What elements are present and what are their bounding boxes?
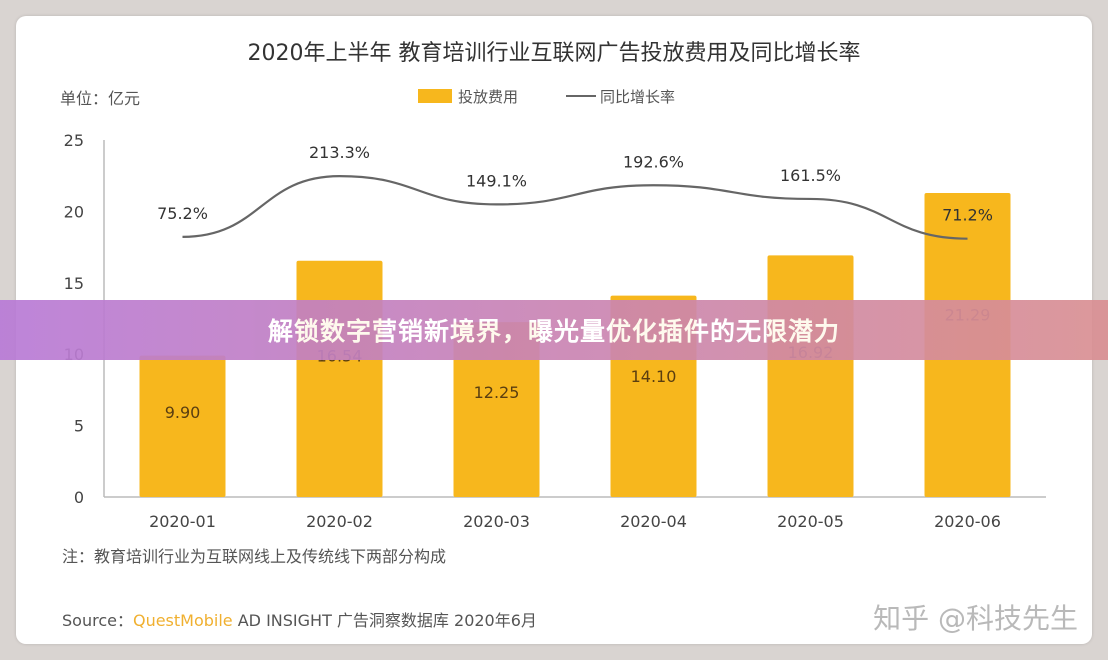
watermark-credit: 知乎 @科技先生 [873, 602, 1078, 635]
growth-rate-label: 161.5% [780, 166, 841, 185]
x-tick-label: 2020-06 [934, 512, 1001, 531]
growth-rate-line [182, 175, 968, 240]
source-rest: AD INSIGHT 广告洞察数据库 2020年6月 [232, 611, 537, 630]
source-line: Source：QuestMobile AD INSIGHT 广告洞察数据库 20… [62, 607, 537, 631]
growth-rate-label: 75.2% [157, 204, 208, 223]
footnote: 注：教育培训行业为互联网线上及传统线下两部分构成 [62, 547, 447, 566]
growth-rate-label: 213.3% [309, 143, 370, 162]
bar-value-label: 14.10 [631, 367, 677, 386]
growth-rate-label: 149.1% [466, 171, 527, 190]
legend-bar-label: 投放费用 [458, 88, 518, 106]
bar-2020-01 [139, 355, 226, 497]
y-tick-label: 20 [64, 202, 84, 221]
bar-2020-05 [767, 255, 854, 497]
legend-bar-swatch [418, 89, 452, 103]
legend: 投放费用 同比增长率 [418, 88, 675, 106]
y-tick-label: 0 [74, 488, 84, 507]
growth-rate-labels: 75.2% 213.3% 149.1% 192.6% 161.5% 71.2% [157, 143, 993, 225]
x-tick-label: 2020-05 [777, 512, 844, 531]
legend-line-label: 同比增长率 [600, 88, 675, 106]
y-tick-label: 5 [74, 417, 84, 436]
source-prefix: Source： [62, 611, 133, 630]
bar-2020-02 [296, 260, 383, 497]
growth-rate-label: 71.2% [942, 206, 993, 225]
x-tick-label: 2020-02 [306, 512, 373, 531]
source-brand: QuestMobile [132, 611, 233, 630]
promo-banner: 解锁数字营销新境界，曝光量优化插件的无限潜力 [0, 300, 1108, 360]
growth-rate-label: 192.6% [623, 152, 684, 171]
x-tick-label: 2020-01 [149, 512, 216, 531]
bar-value-label: 12.25 [474, 383, 520, 402]
bar-value-label: 9.90 [165, 403, 201, 422]
y-tick-label: 25 [64, 131, 84, 150]
x-tick-label: 2020-03 [463, 512, 530, 531]
x-tick-label: 2020-04 [620, 512, 687, 531]
bar-2020-03 [453, 322, 540, 497]
y-tick-label: 15 [64, 274, 84, 293]
chart-title: 2020年上半年 教育培训行业互联网广告投放费用及同比增长率 [248, 41, 861, 66]
unit-label: 单位：亿元 [60, 89, 140, 108]
x-axis-ticks: 2020-01 2020-02 2020-03 2020-04 2020-05 2020-… [149, 512, 1001, 531]
